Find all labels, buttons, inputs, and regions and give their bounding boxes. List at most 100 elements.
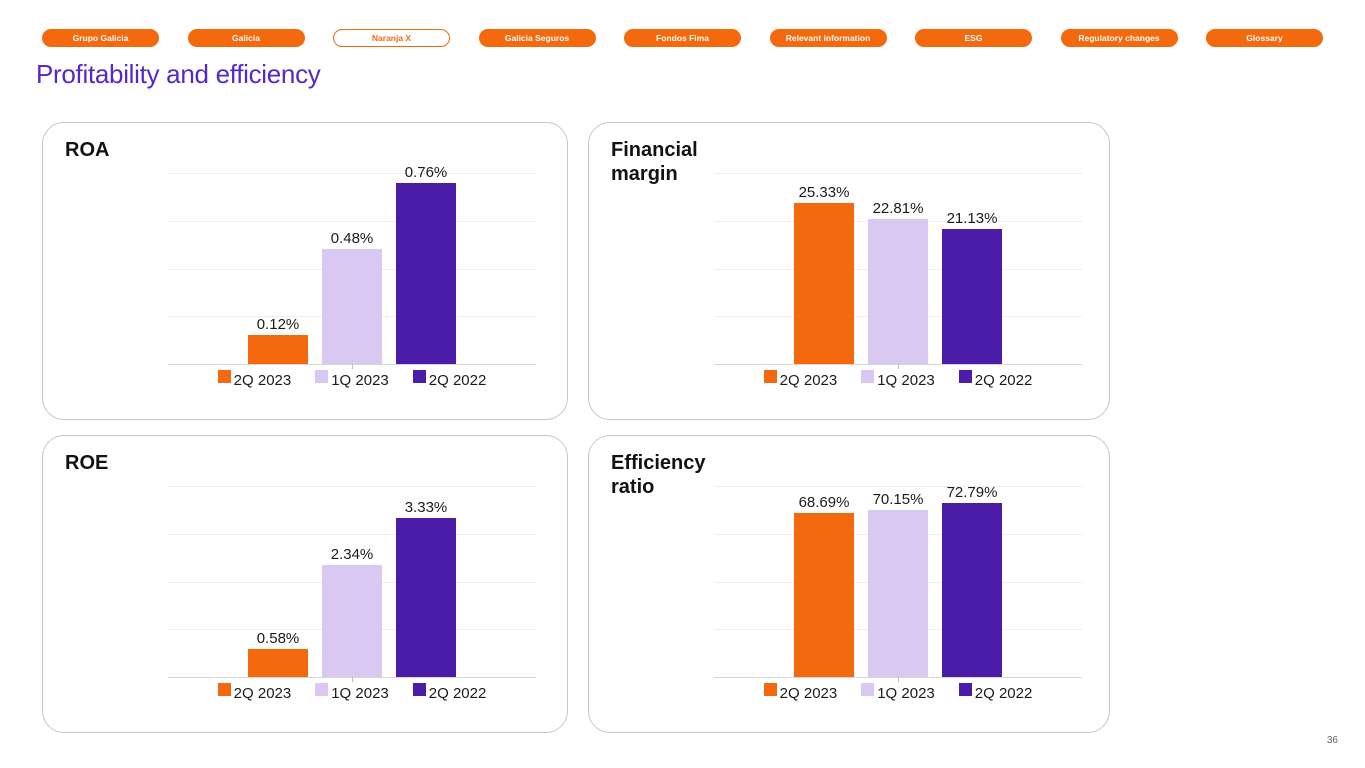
legend-item-1q-2023: 1Q 2023 [315, 683, 389, 702]
bar-value-label: 70.15% [872, 491, 924, 508]
x-axis-tick [352, 677, 353, 682]
nav-pill-regulatory-changes[interactable]: Regulatory changes [1060, 29, 1178, 47]
gridline [714, 486, 1082, 487]
legend-item-2q-2022: 2Q 2022 [412, 370, 486, 389]
legend-item-2q-2023: 2Q 2023 [763, 370, 838, 389]
bar-group-1q-2023: 22.81% [868, 200, 928, 364]
bar-series: 0.58% 2.34% 3.33% [168, 499, 536, 677]
bar-series: 25.33% 22.81% 21.13% [714, 184, 1082, 364]
bar-group-2q-2023: 68.69% [794, 494, 854, 677]
legend-item-1q-2023: 1Q 2023 [861, 370, 935, 389]
page-title: Profitability and efficiency [36, 59, 321, 89]
legend-swatch [217, 683, 231, 696]
legend-label: 1Q 2023 [877, 372, 935, 389]
bar-value-label: 72.79% [946, 484, 998, 501]
legend-item-2q-2023: 2Q 2023 [763, 683, 837, 702]
bar-1q-2023 [868, 510, 928, 677]
bar-value-label: 25.33% [798, 184, 850, 201]
bar-series: 0.12% 0.48% 0.76% [168, 164, 536, 364]
legend-swatch [958, 370, 972, 383]
bar-value-label: 0.12% [256, 316, 300, 333]
bar-group-2q-2023: 0.12% [248, 316, 308, 364]
gridline [168, 220, 536, 222]
bar-chart-financial-margin: 25.33% 22.81% 21.13% [714, 173, 1082, 369]
legend-label: 2Q 2022 [974, 372, 1033, 389]
bar-2q-2023 [248, 335, 308, 364]
top-nav: Grupo Galicia Galicia Naranja X Galicia Seg… [42, 29, 1323, 47]
nav-pill-fondos-fima[interactable]: Fondos Fima [624, 29, 741, 47]
legend-swatch [315, 683, 329, 696]
bar-value-label: 2.34% [330, 546, 374, 563]
bar-1q-2023 [868, 219, 928, 364]
legend-item-2q-2022: 2Q 2022 [412, 683, 487, 702]
x-axis-tick [898, 364, 899, 369]
page-number: 36 [1326, 735, 1338, 746]
bar-group-2q-2022: 0.76% [396, 164, 456, 364]
legend-item-2q-2023: 2Q 2023 [217, 370, 292, 389]
bar-value-label: 0.48% [330, 230, 374, 247]
legend-label: 1Q 2023 [331, 372, 389, 389]
chart-title-roa: ROA [65, 139, 110, 161]
nav-pill-relevant-information[interactable]: Relevant information [769, 29, 887, 47]
bar-value-label: 3.33% [404, 499, 448, 516]
nav-pill-grupo-galicia[interactable]: Grupo Galicia [42, 29, 159, 47]
nav-pill-glossary[interactable]: Glossary [1206, 29, 1323, 47]
gridline [714, 173, 1082, 174]
legend-label: 2Q 2023 [779, 372, 838, 389]
bar-2q-2022 [396, 518, 456, 677]
bar-group-1q-2023: 2.34% [322, 546, 382, 677]
nav-pill-naranja-x[interactable]: Naranja X [333, 29, 450, 47]
legend-swatch [763, 683, 777, 696]
chart-card-financial-margin: Financial margin 25.33% 22.81% 21.13% 2Q 202… [588, 122, 1110, 420]
bar-value-label: 68.69% [798, 494, 850, 511]
bar-group-1q-2023: 0.48% [322, 230, 382, 364]
legend-item-2q-2022: 2Q 2022 [958, 370, 1033, 389]
bar-chart-roa: 0.12% 0.48% 0.76% [168, 164, 536, 369]
legend-label: 1Q 2023 [877, 685, 935, 702]
gridline [168, 173, 536, 174]
bar-2q-2023 [794, 513, 854, 677]
bar-group-1q-2023: 70.15% [868, 491, 928, 677]
legend-item-1q-2023: 1Q 2023 [315, 370, 389, 389]
nav-pill-esg[interactable]: ESG [915, 29, 1032, 47]
bar-chart-roe: 0.58% 2.34% 3.33% [168, 486, 536, 682]
bar-1q-2023 [322, 565, 382, 677]
gridline [168, 533, 536, 535]
chart-legend: 2Q 2023 1Q 2023 2Q 2022 [714, 683, 1082, 702]
legend-label: 2Q 2022 [428, 685, 487, 702]
bar-2q-2022 [396, 183, 456, 364]
legend-swatch [315, 370, 329, 383]
nav-pill-galicia-seguros[interactable]: Galicia Seguros [478, 29, 596, 47]
chart-card-efficiency-ratio: Efficiency ratio 68.69% 70.15% 72.79% 2Q 202… [588, 435, 1110, 733]
bar-2q-2022 [942, 503, 1002, 677]
legend-label: 2Q 2022 [974, 685, 1033, 702]
bar-chart-efficiency-ratio: 68.69% 70.15% 72.79% [714, 484, 1082, 682]
legend-swatch [217, 370, 231, 383]
chart-legend: 2Q 2023 1Q 2023 2Q 2022 [168, 370, 536, 389]
chart-legend: 2Q 2023 1Q 2023 2Q 2022 [714, 370, 1082, 389]
chart-title-efficiency-ratio: Efficiency ratio [611, 452, 706, 498]
nav-pill-galicia[interactable]: Galicia [187, 29, 305, 47]
legend-label: 2Q 2023 [233, 372, 292, 389]
x-axis-tick [352, 364, 353, 369]
bar-group-2q-2022: 21.13% [942, 210, 1002, 364]
chart-title-roe: ROE [65, 452, 109, 474]
bar-group-2q-2022: 72.79% [942, 484, 1002, 677]
bar-group-2q-2022: 3.33% [396, 499, 456, 677]
bar-value-label: 0.58% [256, 630, 300, 647]
bar-2q-2022 [942, 229, 1002, 364]
bar-2q-2023 [248, 649, 308, 677]
legend-label: 2Q 2023 [233, 685, 292, 702]
x-axis-tick [898, 677, 899, 682]
chart-card-roa: ROA 0.12% 0.48% 0.76% 2Q 2023 1Q 2023 2Q 2022 [42, 122, 568, 420]
bar-series: 68.69% 70.15% 72.79% [714, 484, 1082, 677]
chart-title-financial-margin: Financial margin [611, 139, 698, 185]
legend-swatch [861, 683, 875, 696]
legend-swatch [412, 370, 426, 383]
legend-swatch [861, 370, 875, 383]
legend-swatch [958, 683, 972, 696]
legend-swatch [412, 683, 426, 696]
bar-1q-2023 [322, 249, 382, 364]
legend-item-2q-2022: 2Q 2022 [958, 683, 1033, 702]
